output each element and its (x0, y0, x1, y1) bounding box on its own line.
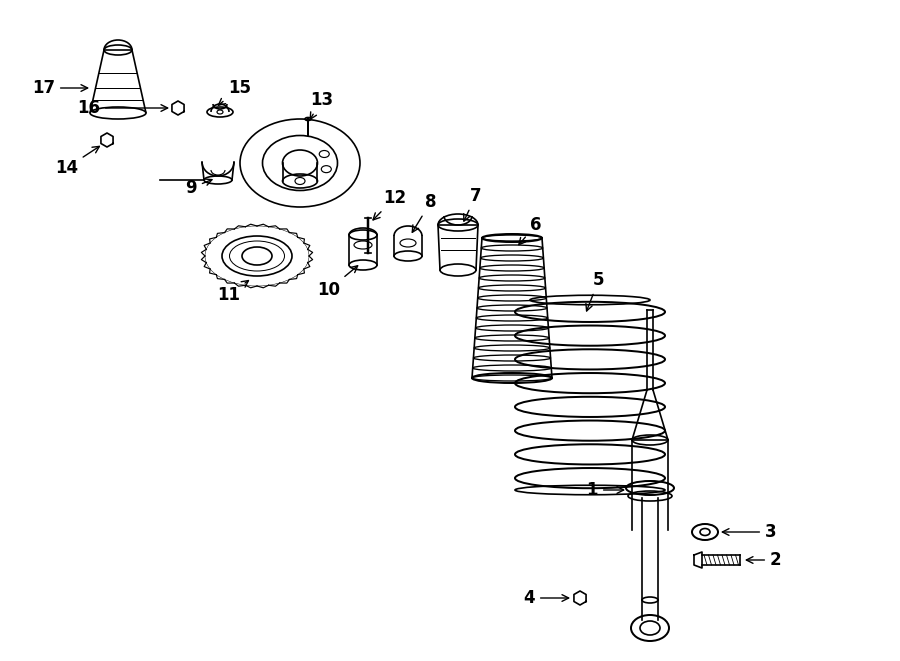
Text: 8: 8 (412, 193, 436, 232)
Text: 7: 7 (464, 187, 482, 221)
Text: 11: 11 (217, 280, 248, 304)
Text: 2: 2 (746, 551, 781, 569)
Text: 14: 14 (55, 146, 99, 177)
Text: 1: 1 (587, 481, 624, 499)
Polygon shape (101, 133, 113, 147)
Text: 5: 5 (586, 271, 605, 311)
Polygon shape (694, 552, 702, 568)
Polygon shape (574, 591, 586, 605)
Text: 16: 16 (77, 99, 167, 117)
Text: 9: 9 (185, 179, 212, 197)
Text: 10: 10 (317, 266, 357, 299)
Text: 6: 6 (518, 216, 542, 245)
Polygon shape (172, 101, 184, 115)
Text: 13: 13 (310, 91, 333, 119)
Text: 4: 4 (524, 589, 569, 607)
Text: 17: 17 (32, 79, 87, 97)
Text: 15: 15 (219, 79, 251, 105)
Text: 3: 3 (723, 523, 777, 541)
Text: 12: 12 (373, 189, 406, 220)
